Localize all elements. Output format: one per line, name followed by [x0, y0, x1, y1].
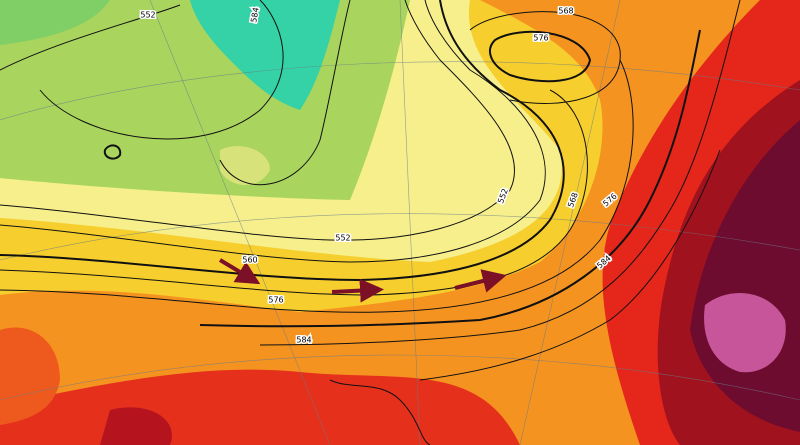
contour-label: 560 [242, 256, 257, 265]
contour-label: 584 [296, 336, 311, 345]
arrow [218, 258, 261, 285]
contour-label: 552 [140, 11, 155, 20]
contour-label: 584 [249, 7, 261, 24]
contour-labels: 552 584 568 576 552 560 576 584 552 568 … [139, 5, 620, 346]
arrow [331, 278, 384, 303]
contours [0, 0, 741, 445]
contour-label: 576 [268, 296, 283, 305]
flow-arrows [218, 258, 507, 303]
contour-label: 568 [558, 7, 573, 16]
contour-label: 552 [335, 234, 350, 243]
contour-label: 576 [533, 34, 548, 43]
arrow [454, 269, 507, 293]
